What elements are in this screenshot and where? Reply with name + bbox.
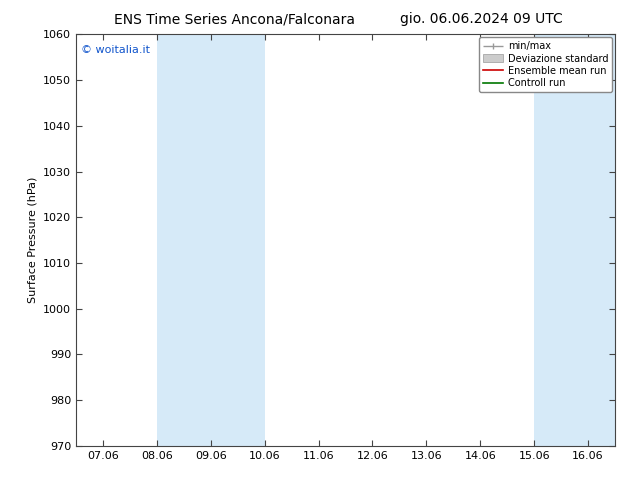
Text: ENS Time Series Ancona/Falconara: ENS Time Series Ancona/Falconara	[114, 12, 355, 26]
Y-axis label: Surface Pressure (hPa): Surface Pressure (hPa)	[27, 177, 37, 303]
Bar	[157, 34, 265, 446]
Text: © woitalia.it: © woitalia.it	[81, 45, 150, 54]
Bar	[534, 34, 615, 446]
Legend: min/max, Deviazione standard, Ensemble mean run, Controll run: min/max, Deviazione standard, Ensemble m…	[479, 37, 612, 92]
Text: gio. 06.06.2024 09 UTC: gio. 06.06.2024 09 UTC	[401, 12, 563, 26]
